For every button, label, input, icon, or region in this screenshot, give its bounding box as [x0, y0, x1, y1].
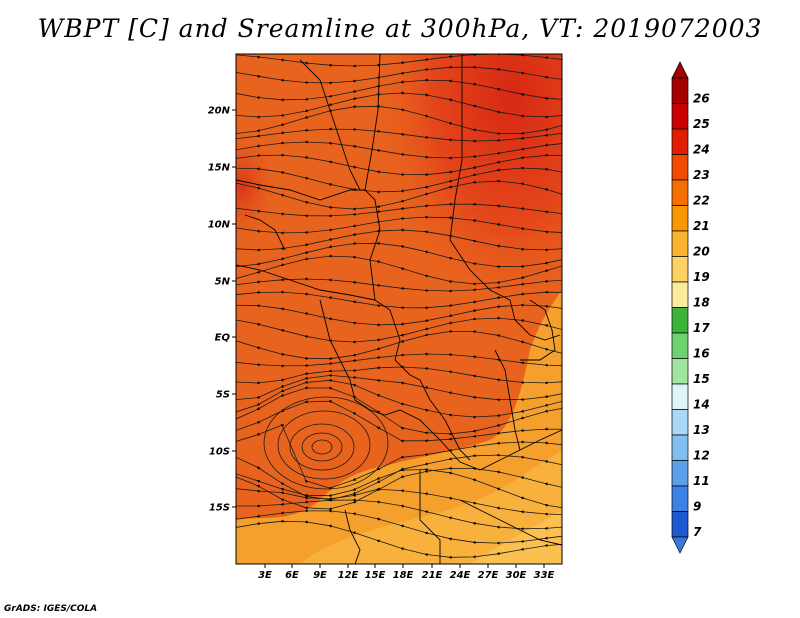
colorbar-label: 19: [693, 270, 710, 284]
colorbar-segment: [671, 103, 689, 130]
lat-label: 10S: [209, 447, 230, 458]
colorbar-label: 9: [693, 500, 701, 514]
colorbar-label: 22: [693, 194, 710, 208]
colorbar-label: 21: [693, 219, 710, 233]
colorbar-label: 15: [693, 372, 710, 386]
lat-label: EQ: [215, 333, 231, 344]
colorbar: 26 25 24 23 22 21 20 19 18 17 16 15 14 13 12 11 9 7: [671, 61, 710, 554]
colorbar-segment: [671, 128, 689, 155]
colorbar-segment: [671, 230, 689, 257]
colorbar-top-arrow: [671, 61, 689, 79]
lon-label: 30E: [506, 570, 527, 581]
longitude-axis: 3E 6E 9E 12E 15E 18E 21E 24E 27E 30E 33E: [258, 564, 555, 581]
streamline: [236, 65, 562, 85]
lon-label: 3E: [258, 570, 272, 581]
colorbar-segment: [671, 511, 689, 538]
lon-label: 24E: [450, 570, 471, 581]
lat-label: 5S: [216, 390, 230, 401]
lon-label: 9E: [313, 570, 327, 581]
lon-label: 15E: [365, 570, 386, 581]
eddy-vortex: [263, 396, 389, 490]
lat-label: 15N: [208, 163, 231, 174]
streamline: [236, 127, 562, 143]
map-panel: [236, 54, 562, 564]
colorbar-segment: [671, 383, 689, 410]
colorbar-segment: [671, 358, 689, 385]
lon-label: 27E: [478, 570, 499, 581]
footer-credit: GrADS: IGES/COLA: [4, 604, 98, 614]
lat-label: 15S: [209, 503, 230, 514]
country-boundaries: [236, 54, 562, 564]
streamline: [236, 202, 562, 218]
colorbar-segment: [671, 205, 689, 232]
lon-label: 12E: [338, 570, 359, 581]
colorbar-label: 7: [693, 525, 702, 539]
colorbar-segment: [671, 485, 689, 512]
colorbar-label: 24: [693, 143, 710, 157]
lon-label: 18E: [393, 570, 414, 581]
streamline: [236, 54, 562, 68]
colorbar-label: 13: [693, 423, 710, 437]
colorbar-segment: [671, 409, 689, 436]
colorbar-segment: [671, 332, 689, 359]
streamlines: [236, 54, 562, 559]
lat-label: 10N: [208, 220, 231, 231]
colorbar-label: 18: [693, 296, 710, 310]
colorbar-segment: [671, 307, 689, 334]
colorbar-segment: [671, 179, 689, 206]
colorbar-label: 26: [693, 92, 710, 106]
streamline: [236, 140, 562, 160]
colorbar-label: 25: [693, 117, 710, 131]
colorbar-label: 14: [693, 398, 710, 412]
colorbar-label: 20: [693, 245, 710, 259]
colorbar-segment: [671, 154, 689, 181]
map-frame: [235, 53, 563, 565]
colorbar-segment: [671, 460, 689, 487]
latitude-axis: 20N 15N 10N 5N EQ 5S 10S 15S: [208, 106, 236, 514]
chart-title: WBPT [C] and Sreamline at 300hPa, VT: 20…: [37, 14, 763, 43]
colorbar-bottom-arrow: [671, 536, 689, 554]
streamline: [236, 352, 562, 368]
lat-label: 5N: [215, 277, 231, 288]
lat-label: 20N: [208, 106, 231, 117]
colorbar-label: 12: [693, 449, 710, 463]
colorbar-label: 17: [693, 321, 710, 335]
colorbar-segment: [671, 281, 689, 308]
lon-label: 6E: [285, 570, 299, 581]
colorbar-label: 11: [693, 474, 710, 488]
lon-label: 33E: [534, 570, 555, 581]
colorbar-segment: [671, 256, 689, 283]
streamline: [236, 277, 562, 293]
lon-label: 21E: [422, 570, 443, 581]
colorbar-segment: [671, 77, 689, 104]
colorbar-label: 16: [693, 347, 710, 361]
colorbar-label: 23: [693, 168, 710, 182]
streamline: [236, 329, 562, 361]
streamline: [236, 519, 562, 559]
colorbar-segment: [671, 434, 689, 461]
